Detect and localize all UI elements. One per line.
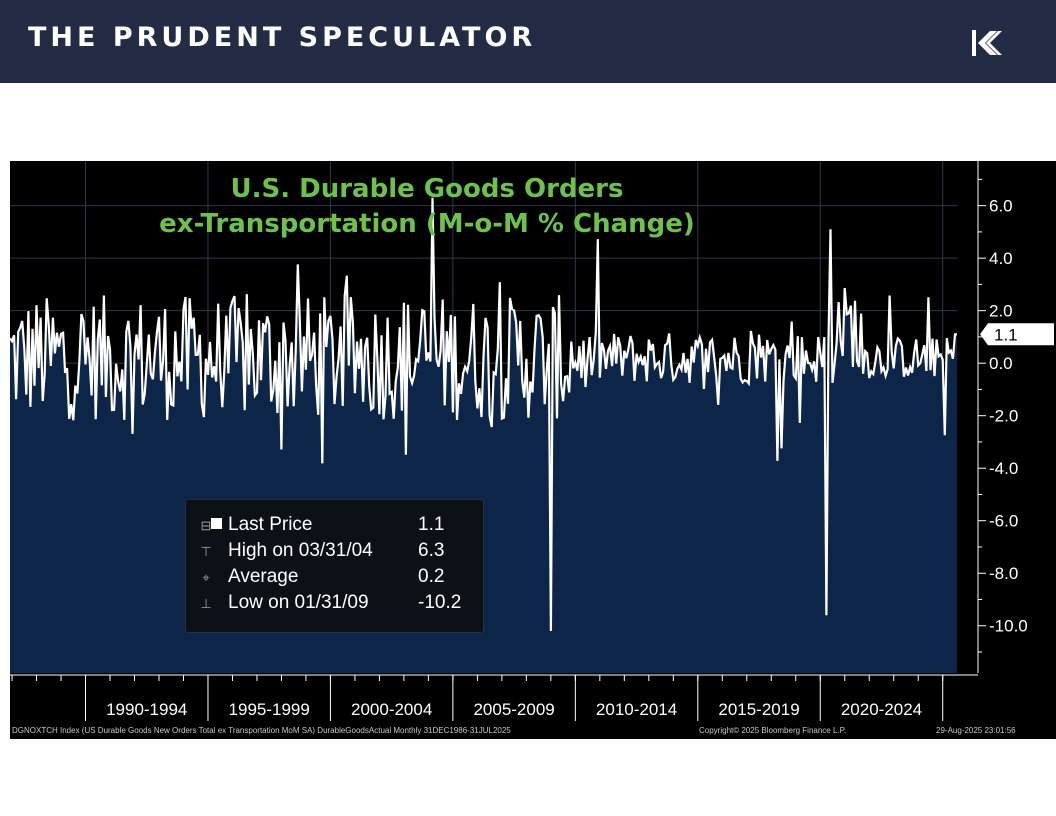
source-note: DGNOXTCH Index (US Durable Goods New Ord… (12, 726, 511, 735)
x-period-label: 2005-2009 (473, 700, 554, 719)
collapse-icon[interactable]: ⊟ (200, 518, 212, 533)
y-tick-label: 0.0 (989, 354, 1013, 373)
legend-value: -10.2 (418, 592, 462, 613)
last-value-label: 1.1 (994, 325, 1018, 344)
k-arrows-logo-icon (972, 30, 1002, 56)
y-tick-label: -8.0 (989, 564, 1018, 583)
timestamp: 29-Aug-2025 23:01:56 (936, 726, 1016, 735)
series-line (10, 197, 957, 632)
y-tick-label: -10.0 (989, 617, 1028, 636)
chart-title-line2: ex-Transportation (M-o-M % Change) (159, 209, 695, 239)
legend-label: High on 03/31/04 (228, 540, 373, 561)
copyright-note: Copyright© 2025 Bloomberg Finance L.P. (699, 726, 847, 735)
durable-goods-chart: 6.0 4.0 2.0 0.0 -2.0 -4.0 -6.0 -8.0 -10.0 1990-19… (10, 161, 1054, 721)
y-tick-label: 2.0 (989, 302, 1013, 321)
legend-label: Last Price (228, 514, 313, 535)
legend-value: 6.3 (418, 540, 445, 561)
y-tick-label: 6.0 (989, 197, 1013, 216)
legend-row-average: ⌖ Average 0.2 (186, 566, 483, 592)
x-period-label: 2000-2004 (351, 700, 432, 719)
legend-row-high: ⊤ High on 03/31/04 6.3 (186, 540, 483, 566)
x-period-label: 1995-1999 (229, 700, 310, 719)
series-swatch (211, 518, 222, 529)
chart-panel: 6.0 4.0 2.0 0.0 -2.0 -4.0 -6.0 -8.0 -10.0 1990-19… (10, 161, 1056, 739)
legend-value: 1.1 (418, 514, 445, 535)
legend-row-last-price: ⊟ Last Price 1.1 (186, 514, 483, 540)
legend-value: 0.2 (418, 566, 445, 587)
x-period-label: 2015-2019 (718, 700, 799, 719)
x-period-label: 2010-2014 (596, 700, 677, 719)
average-marker-icon: ⌖ (202, 570, 210, 585)
last-value-marker: 1.1 (980, 323, 1054, 346)
brand-title: THE PRUDENT SPECULATOR (28, 22, 537, 53)
low-marker-icon: ⊥ (200, 596, 212, 611)
y-tick-label: -6.0 (989, 512, 1018, 531)
y-tick-label: 4.0 (989, 249, 1013, 268)
x-period-label: 1990-1994 (106, 700, 187, 719)
header-bar: THE PRUDENT SPECULATOR (0, 0, 1056, 83)
y-tick-label: -4.0 (989, 459, 1018, 478)
legend-label: Average (228, 566, 299, 587)
legend-label: Low on 01/31/09 (228, 592, 369, 613)
chart-title-line1: U.S. Durable Goods Orders (231, 174, 624, 204)
legend-box: ⊟ Last Price 1.1 ⊤ High on 03/31/04 6.3 … (185, 499, 484, 633)
legend-row-low: ⊥ Low on 01/31/09 -10.2 (186, 592, 483, 618)
y-tick-label: -2.0 (989, 407, 1018, 426)
x-period-label: 2020-2024 (841, 700, 922, 719)
high-marker-icon: ⊤ (200, 544, 212, 559)
footer-bar: DGNOXTCH Index (US Durable Goods New Ord… (10, 724, 1056, 739)
